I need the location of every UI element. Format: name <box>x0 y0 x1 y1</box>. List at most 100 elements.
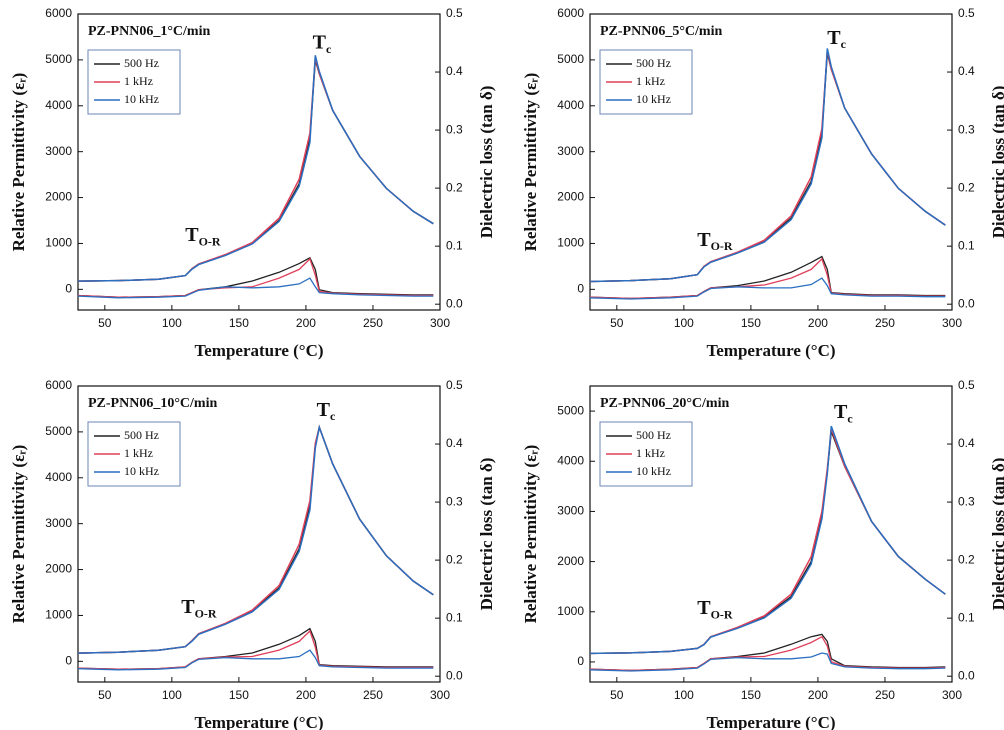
y-axis-label: Relative Permittivity (εᵣ) <box>9 445 28 624</box>
y2-tick-label: 0.3 <box>958 122 975 136</box>
y2-tick-label: 0.5 <box>958 378 975 392</box>
y-tick-label: 2000 <box>45 562 72 576</box>
panel: 50 100 150 200 250 3000100020003000400050000.… <box>521 378 1004 730</box>
y2-tick-label: 0.1 <box>958 238 975 252</box>
y-tick-label: 3000 <box>45 516 72 530</box>
y-tick-label: 6000 <box>45 378 72 392</box>
y2-axis-label: Dielectric loss (tan δ) <box>477 86 496 239</box>
legend-label: 10 kHz <box>636 464 671 478</box>
loss-line <box>78 627 434 670</box>
y2-tick-label: 0.0 <box>958 668 975 682</box>
annotation: Tc <box>313 31 332 55</box>
x-tick-label: 100 <box>674 688 694 702</box>
panel: 50 100 150 200 250 30001000200030004000500060… <box>9 6 496 360</box>
loss-line <box>590 635 946 672</box>
loss-line <box>590 255 946 300</box>
chart-title: PZ-PNN06_10°C/min <box>88 396 217 411</box>
x-tick-label: 100 <box>162 316 182 330</box>
x-tick-label: 200 <box>296 316 316 330</box>
x-tick-label: 50 <box>98 688 112 702</box>
y2-tick-label: 0.1 <box>446 610 463 624</box>
annotation-subscript: O-R <box>711 239 733 253</box>
loss-line <box>590 652 946 672</box>
y-tick-label: 5000 <box>557 52 584 66</box>
annotation: TO-R <box>181 596 217 620</box>
panel: 50 100 150 200 250 30001000200030004000500060… <box>521 6 1004 360</box>
x-tick-label: 250 <box>875 316 895 330</box>
plot-frame <box>589 385 953 683</box>
y2-axis-label: Dielectric loss (tan δ) <box>989 458 1004 611</box>
annotation: TO-R <box>185 224 221 248</box>
x-tick-label: 150 <box>229 316 249 330</box>
legend-label: 10 kHz <box>124 92 159 106</box>
y2-tick-label: 0.4 <box>446 64 463 78</box>
y2-tick-label: 0.0 <box>446 296 463 310</box>
y2-tick-label: 0.1 <box>446 238 463 252</box>
x-axis-label: Temperature (°C) <box>194 341 323 360</box>
y-axis-label: Relative Permittivity (εᵣ) <box>521 445 540 624</box>
y2-tick-label: 0.2 <box>958 552 975 566</box>
x-tick-label: 300 <box>430 316 450 330</box>
x-tick-label: 250 <box>363 316 383 330</box>
y2-tick-label: 0.5 <box>446 6 463 20</box>
y-tick-label: 1000 <box>45 608 72 622</box>
y2-axis-label: Dielectric loss (tan δ) <box>477 458 496 611</box>
permittivity-line <box>590 48 946 283</box>
y-tick-label: 0 <box>577 282 584 296</box>
legend-label: 500 Hz <box>124 428 159 442</box>
plot-frame <box>77 385 441 683</box>
legend-label: 500 Hz <box>636 56 671 70</box>
y-tick-label: 3000 <box>45 144 72 158</box>
x-tick-label: 150 <box>741 688 761 702</box>
annotation: TO-R <box>697 597 733 621</box>
y-tick-label: 2000 <box>557 190 584 204</box>
y-tick-label: 0 <box>65 282 72 296</box>
y-tick-label: 4000 <box>557 98 584 112</box>
y2-tick-label: 0.2 <box>446 552 463 566</box>
loss-line <box>78 629 434 670</box>
x-tick-label: 300 <box>942 316 962 330</box>
y2-tick-label: 0.2 <box>446 180 463 194</box>
y2-tick-label: 0.5 <box>958 6 975 20</box>
y2-axis-label: Dielectric loss (tan δ) <box>989 86 1004 239</box>
y2-tick-label: 0.3 <box>446 122 463 136</box>
y-tick-label: 5000 <box>45 52 72 66</box>
annotation-subscript: O-R <box>711 607 733 621</box>
annotation: Tc <box>317 399 336 423</box>
y-tick-label: 4000 <box>557 453 584 467</box>
panel: 50 100 150 200 250 30001000200030004000500060… <box>9 378 496 730</box>
x-axis-label: Temperature (°C) <box>706 713 835 730</box>
annotation-subscript: O-R <box>199 234 221 248</box>
loss-line <box>78 257 434 298</box>
y-tick-label: 6000 <box>557 6 584 20</box>
x-axis-label: Temperature (°C) <box>194 713 323 730</box>
annotation-subscript: c <box>326 42 332 56</box>
y-tick-label: 3000 <box>557 144 584 158</box>
chart-title: PZ-PNN06_20°C/min <box>600 396 729 411</box>
y2-tick-label: 0.0 <box>446 668 463 682</box>
x-tick-label: 300 <box>942 688 962 702</box>
legend-label: 1 kHz <box>636 446 665 460</box>
x-tick-label: 100 <box>162 688 182 702</box>
chart-title: PZ-PNN06_5°C/min <box>600 24 722 39</box>
y-tick-label: 1000 <box>557 604 584 618</box>
legend-label: 1 kHz <box>636 74 665 88</box>
annotation: TO-R <box>697 229 733 253</box>
y-tick-label: 2000 <box>557 554 584 568</box>
y2-tick-label: 0.3 <box>958 494 975 508</box>
loss-line <box>590 277 946 300</box>
y-tick-label: 5000 <box>557 403 584 417</box>
y-tick-label: 4000 <box>45 98 72 112</box>
loss-line <box>78 277 434 299</box>
permittivity-line <box>78 424 434 654</box>
plot-frame <box>589 13 953 311</box>
x-tick-label: 200 <box>808 316 828 330</box>
x-tick-label: 200 <box>808 688 828 702</box>
loss-line <box>78 649 434 671</box>
annotation-subscript: O-R <box>195 606 217 620</box>
y2-tick-label: 0.4 <box>446 436 463 450</box>
x-tick-label: 300 <box>430 688 450 702</box>
y-tick-label: 5000 <box>45 424 72 438</box>
